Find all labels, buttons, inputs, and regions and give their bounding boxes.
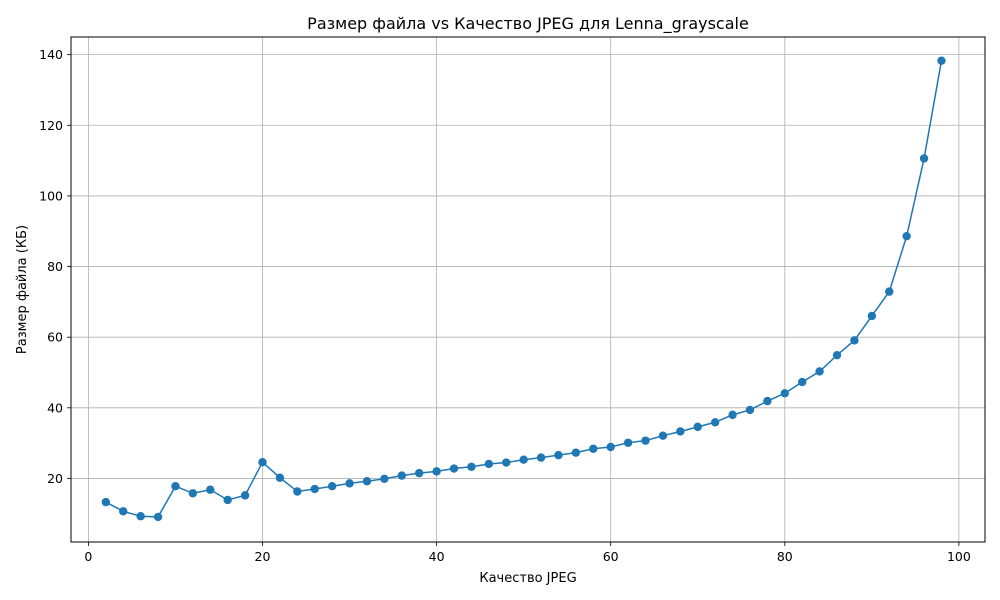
series-line <box>105 60 943 518</box>
data-point <box>850 336 859 345</box>
y-tick-label: 140 <box>39 47 63 62</box>
data-point <box>397 471 406 480</box>
data-point <box>780 389 789 398</box>
data-point <box>467 462 476 471</box>
data-point <box>815 367 824 376</box>
data-point <box>676 427 685 436</box>
y-tick-label: 100 <box>39 188 63 203</box>
data-point <box>832 350 842 360</box>
y-axis-label: Размер файла (КБ) <box>15 225 30 354</box>
data-point <box>519 455 528 464</box>
data-point <box>327 482 337 491</box>
data-point <box>536 453 546 462</box>
y-tick-label: 60 <box>47 330 63 345</box>
data-point <box>223 495 232 505</box>
x-tick-label: 20 <box>255 549 271 564</box>
x-tick-label: 0 <box>84 549 92 564</box>
data-point <box>571 448 581 457</box>
data-point <box>362 477 372 486</box>
data-point <box>502 458 511 467</box>
data-point <box>240 491 250 500</box>
x-tick-label: 100 <box>947 549 971 564</box>
data-point <box>658 431 668 440</box>
data-point <box>867 311 877 321</box>
data-point <box>345 479 354 488</box>
x-tick-label: 80 <box>777 549 793 564</box>
data-point <box>310 484 319 494</box>
data-point <box>798 377 807 387</box>
y-tick-label: 80 <box>47 259 63 274</box>
data-point <box>258 457 267 467</box>
x-axis-label: Качество JPEG <box>479 571 576 586</box>
plot-frame <box>70 36 986 543</box>
data-point <box>171 482 180 491</box>
data-point <box>728 410 737 420</box>
data-point <box>745 405 755 415</box>
x-tick-label: 60 <box>603 549 619 564</box>
data-point <box>641 436 650 445</box>
data-point <box>136 512 145 521</box>
data-point <box>937 56 946 65</box>
data-point <box>275 473 285 482</box>
data-point <box>153 512 163 522</box>
data-point <box>293 487 302 496</box>
data-point <box>188 489 198 498</box>
tick-layer: 0 20 40 60 80 100 20 40 60 80 100 120 140 <box>39 47 971 564</box>
data-point <box>623 438 633 447</box>
data-point <box>763 396 772 406</box>
grid <box>71 37 985 542</box>
data-point <box>449 464 459 473</box>
data-point <box>380 474 389 483</box>
y-tick-label: 20 <box>47 471 63 486</box>
y-tick-label: 40 <box>47 400 63 415</box>
data-point <box>885 287 894 296</box>
chart-title: Размер файла vs Качество JPEG для Lenna_… <box>307 14 749 34</box>
data-point <box>902 231 911 241</box>
data-point <box>710 418 720 427</box>
data-point <box>414 468 424 478</box>
data-point <box>206 485 215 494</box>
data-point <box>606 442 615 452</box>
data-point <box>119 507 128 516</box>
data-point <box>919 154 929 163</box>
series-layer <box>101 56 946 522</box>
data-point <box>693 422 702 432</box>
data-point <box>554 450 563 460</box>
data-point <box>432 467 441 476</box>
data-point <box>589 444 598 453</box>
data-point <box>484 459 494 469</box>
y-tick-label: 120 <box>39 118 63 133</box>
x-tick-label: 40 <box>429 549 445 564</box>
data-point <box>101 497 111 507</box>
